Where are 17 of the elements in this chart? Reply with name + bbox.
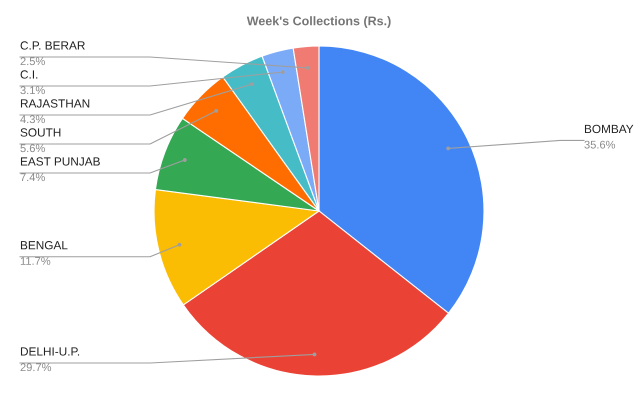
data-label: 5.6% [20,144,45,152]
data-label: 35.6% [584,140,616,149]
slice-label: BOMBAY [584,124,634,134]
data-label: 29.7% [20,363,52,372]
slice-label: RAJASTHAN [20,99,90,108]
slice-label: C.I. [20,70,38,79]
data-label: 11.7% [20,257,50,265]
data-label: 4.3% [20,115,45,124]
chart-title: Week's Collections (Rs.) [246,16,391,28]
slice-label: C.P. BERAR [20,41,85,50]
slice-label: EAST PUNJAB [20,157,100,166]
slice-label: BENGAL [20,241,68,250]
slice-label: SOUTH [20,128,60,137]
data-label: 2.5% [20,57,45,66]
data-label: 7.4% [20,173,45,182]
data-label: 3.1% [20,86,45,94]
slice-label: DELHI-U.P. [20,347,80,356]
